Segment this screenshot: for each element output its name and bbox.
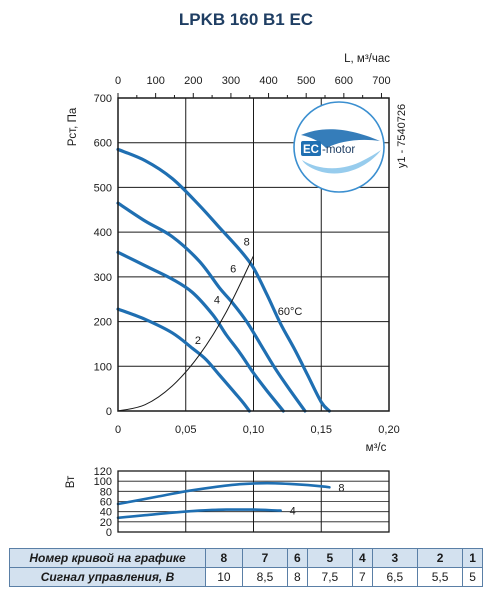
top-tick-label: 0: [115, 75, 121, 87]
control-signal-label: Сигнал управления, В: [9, 567, 206, 587]
chart-title: LPKB 160 B1 EC: [179, 10, 313, 29]
power-frame: [117, 470, 390, 533]
top-tick-label: 300: [222, 75, 240, 87]
system-curve: [117, 255, 254, 412]
control-signal-cell: 5,5: [416, 567, 464, 587]
badge-text-ec: EC: [303, 144, 319, 156]
control-signal-cell: 7: [352, 567, 373, 587]
main-chart: 0 100 200 300 400 500 600 700 0 100 200 300 400 500 6…: [67, 53, 408, 454]
pressure-curve-6: [116, 201, 307, 413]
curve-number-cell: 6: [287, 548, 308, 568]
power-y-tick-label: 20: [100, 517, 112, 529]
control-signal-cell: 10: [205, 567, 243, 587]
curve-number-cell: 1: [462, 548, 483, 568]
curve-number-cell: 3: [371, 548, 418, 568]
power-y-tick-label: 60: [100, 497, 112, 509]
power-curve-8: [116, 481, 331, 506]
y-axis-label: Рст, Па: [67, 107, 79, 146]
control-signal-cell: 5: [462, 567, 483, 587]
top-tick-label: 700: [372, 75, 390, 87]
power-y-tick-label: 100: [94, 476, 112, 488]
x-axis-label: м³/с: [366, 442, 387, 454]
side-code: y1 - 7540726: [396, 104, 408, 168]
y-tick-label: 200: [94, 317, 112, 329]
control-signal-cell: 8: [287, 567, 308, 587]
power-curve-label: 4: [290, 506, 296, 518]
pressure-curve-2: [116, 307, 251, 413]
x-tick-label: 0,05: [175, 424, 196, 436]
top-tick-label: 500: [297, 75, 315, 87]
top-tick-label: 400: [259, 75, 277, 87]
top-axis: 0 100 200 300 400 500 600 700: [115, 75, 391, 98]
curve-label: 6: [230, 263, 236, 275]
top-axis-label: L, м³/час: [344, 53, 390, 65]
curve-number-cell: 8: [205, 548, 243, 568]
curve-label: 4: [214, 295, 220, 307]
control-signal-cell: 7,5: [306, 567, 354, 587]
curve-number-cell: 4: [352, 548, 373, 568]
pressure-curve-8: [116, 147, 331, 413]
y-tick-label: 600: [94, 138, 112, 150]
y-axis-ticks: 0 100 200 300 400 500 600 700: [94, 93, 112, 418]
y-tick-label: 300: [94, 272, 112, 284]
power-y-tick-label: 80: [100, 486, 112, 498]
curve-label: 60°C: [278, 306, 303, 318]
power-y-label: Вт: [65, 475, 77, 488]
curve-label: 2: [195, 335, 201, 347]
control-signal-cell: 8,5: [241, 567, 289, 587]
power-curve-4: [116, 508, 282, 520]
power-curve-label: 8: [338, 482, 344, 494]
annotations: 8 6 4 2 60°C: [195, 237, 303, 347]
main-frame: [117, 97, 390, 412]
power-y-tick-label: 0: [106, 527, 112, 539]
ec-motor-badge: EC -motor: [293, 101, 385, 193]
main-series: [116, 147, 331, 413]
curve-number-cell: 5: [306, 548, 354, 568]
x-tick-label: 0: [115, 424, 121, 436]
control-signal-table: Номер кривой на графике 8 7 6 5 4 3 2 1 …: [9, 548, 483, 587]
control-signal-row: Сигнал управления, В 10 8,5 8 7,5 7 6,5 …: [9, 567, 483, 587]
curve-number-cell: 7: [241, 548, 289, 568]
power-grid: [118, 471, 389, 532]
x-axis-ticks: 0 0,05 0,10 0,15 0,20: [115, 424, 400, 436]
y-tick-label: 500: [94, 182, 112, 194]
badge-text-motor: -motor: [322, 144, 355, 156]
power-y-tick-label: 120: [94, 466, 112, 478]
y-tick-label: 400: [94, 227, 112, 239]
curve-number-cell: 2: [416, 548, 464, 568]
power-y-tick-label: 40: [100, 507, 112, 519]
power-series: 84: [116, 481, 345, 520]
pressure-curve-4: [116, 250, 285, 413]
y-tick-label: 0: [106, 406, 112, 418]
curve-number-row: Номер кривой на графике 8 7 6 5 4 3 2 1: [9, 548, 483, 568]
curve-number-label: Номер кривой на графике: [9, 548, 206, 568]
curve-label: 8: [244, 237, 250, 249]
x-tick-label: 0,20: [378, 424, 399, 436]
top-tick-label: 600: [335, 75, 353, 87]
top-tick-label: 100: [146, 75, 164, 87]
top-tick-label: 200: [184, 75, 202, 87]
x-tick-label: 0,10: [243, 424, 264, 436]
y-tick-label: 700: [94, 93, 112, 105]
control-signal-cell: 6,5: [371, 567, 418, 587]
y-tick-label: 100: [94, 361, 112, 373]
x-tick-label: 0,15: [311, 424, 332, 436]
